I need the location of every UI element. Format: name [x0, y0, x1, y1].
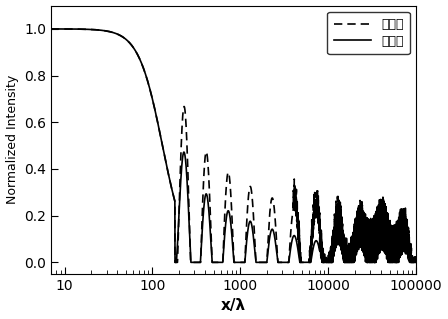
透射型	[48, 27, 54, 31]
反射型	[48, 27, 54, 31]
Y-axis label: Normalized Intensity: Normalized Intensity	[5, 75, 18, 204]
反射型	[339, 223, 344, 227]
反射型	[181, 152, 186, 156]
透射型	[67, 27, 72, 31]
透射型	[172, 260, 177, 264]
反射型	[280, 260, 286, 264]
透射型	[319, 254, 324, 258]
反射型	[172, 260, 177, 264]
Line: 反射型: 反射型	[51, 29, 416, 262]
Legend: 透射型, 反射型: 透射型, 反射型	[327, 12, 410, 54]
反射型	[67, 27, 72, 31]
反射型	[319, 252, 324, 256]
透射型	[181, 108, 186, 112]
反射型	[264, 258, 270, 262]
透射型	[414, 260, 419, 264]
Line: 透射型: 透射型	[51, 29, 416, 262]
透射型	[280, 260, 286, 264]
透射型	[339, 230, 344, 234]
透射型	[264, 255, 270, 259]
反射型	[414, 260, 419, 264]
X-axis label: x/λ: x/λ	[221, 299, 246, 314]
